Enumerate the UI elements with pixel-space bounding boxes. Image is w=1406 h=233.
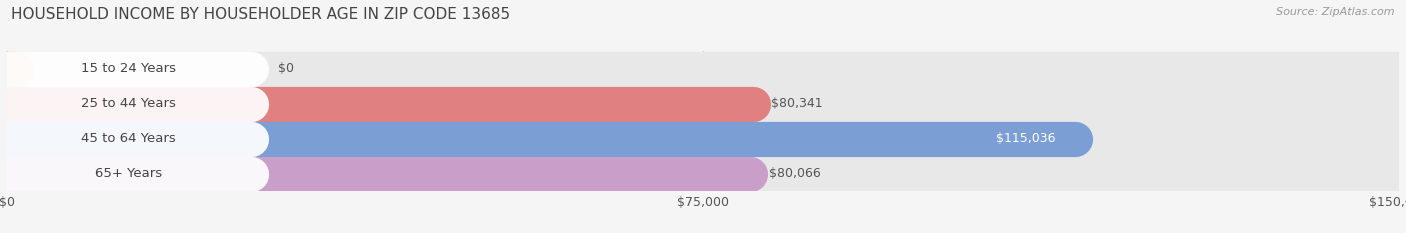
Text: $80,066: $80,066 [769,167,820,180]
Text: 15 to 24 Years: 15 to 24 Years [82,62,176,75]
Text: 65+ Years: 65+ Years [96,167,162,180]
Text: $0: $0 [278,62,294,75]
Text: $115,036: $115,036 [997,132,1056,145]
Text: 25 to 44 Years: 25 to 44 Years [82,97,176,110]
Text: HOUSEHOLD INCOME BY HOUSEHOLDER AGE IN ZIP CODE 13685: HOUSEHOLD INCOME BY HOUSEHOLDER AGE IN Z… [11,7,510,22]
Text: Source: ZipAtlas.com: Source: ZipAtlas.com [1277,7,1395,17]
Text: $80,341: $80,341 [770,97,823,110]
Text: 45 to 64 Years: 45 to 64 Years [82,132,176,145]
